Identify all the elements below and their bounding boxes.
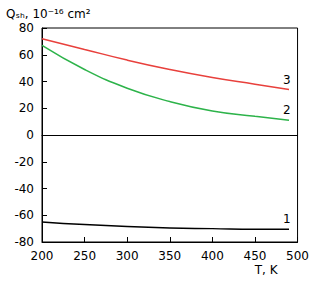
svg-text:60: 60	[19, 48, 34, 62]
svg-text:-20: -20	[14, 155, 34, 169]
svg-text:300: 300	[116, 249, 139, 263]
svg-text:Qₛₕ, 10⁻¹⁶ cm²: Qₛₕ, 10⁻¹⁶ cm²	[6, 7, 91, 21]
svg-text:-60: -60	[14, 208, 34, 222]
svg-text:T, K: T, K	[254, 263, 279, 277]
svg-text:450: 450	[244, 249, 267, 263]
svg-text:500: 500	[286, 249, 309, 263]
svg-text:350: 350	[158, 249, 181, 263]
svg-text:-40: -40	[14, 182, 34, 196]
svg-text:-80: -80	[14, 235, 34, 249]
svg-text:3: 3	[283, 73, 291, 87]
svg-text:1: 1	[283, 212, 291, 226]
svg-text:40: 40	[19, 75, 34, 89]
svg-text:2: 2	[283, 103, 291, 117]
svg-text:0: 0	[26, 128, 34, 142]
svg-text:250: 250	[73, 249, 96, 263]
svg-text:400: 400	[201, 249, 224, 263]
svg-text:200: 200	[31, 249, 54, 263]
svg-text:20: 20	[19, 101, 34, 115]
svg-text:80: 80	[19, 21, 34, 35]
